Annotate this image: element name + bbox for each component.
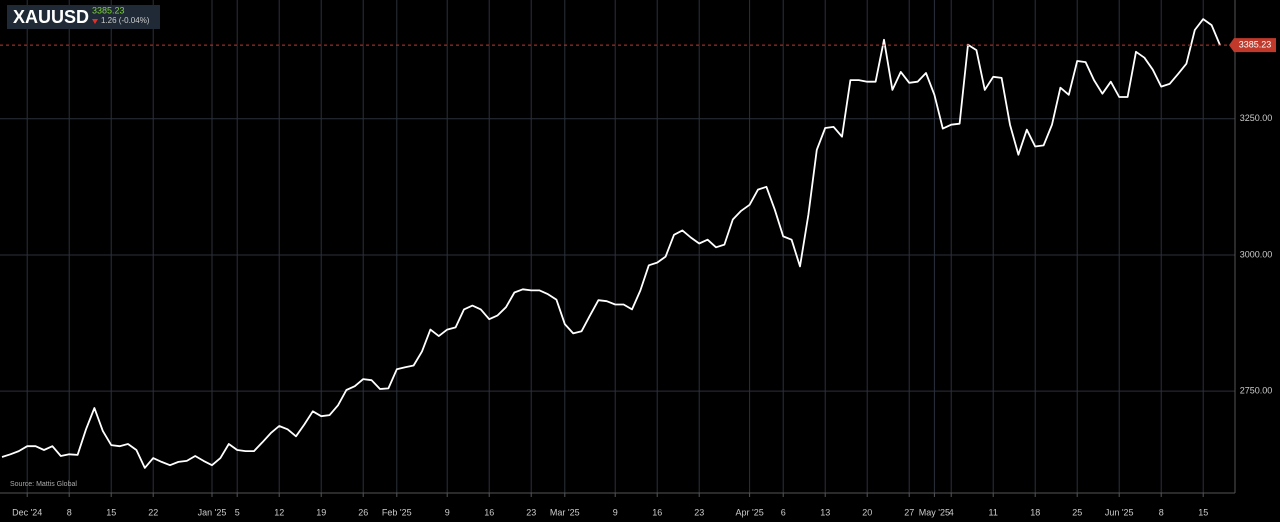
x-tick-label: Dec '24 xyxy=(12,507,42,517)
x-tick-label: 15 xyxy=(106,507,116,517)
source: Source: Mattis Global xyxy=(10,481,77,488)
price-line xyxy=(1,18,1221,469)
x-tick-label: 8 xyxy=(1159,507,1164,517)
last-price-label: 3385.23 xyxy=(1239,39,1272,49)
x-tick-label: 4 xyxy=(949,507,954,517)
grid xyxy=(0,0,1235,497)
plot xyxy=(1,18,1221,469)
x-tick-label: 18 xyxy=(1030,507,1040,517)
x-tick-label: Jun '25 xyxy=(1105,507,1134,517)
x-tick-label: 23 xyxy=(694,507,704,517)
x-tick-label: 19 xyxy=(316,507,326,517)
header: XAUUSD 3385.23 1.26 (-0.04%) xyxy=(7,5,160,29)
x-tick-label: 23 xyxy=(526,507,536,517)
x-tick-label: 13 xyxy=(820,507,830,517)
x-tick-label: 22 xyxy=(148,507,158,517)
symbol: XAUUSD xyxy=(13,7,89,27)
x-tick-label: 27 xyxy=(904,507,914,517)
y-tick-label: 3000.00 xyxy=(1240,249,1273,259)
y-tick-label: 2750.00 xyxy=(1240,386,1273,396)
x-tick-label: 8 xyxy=(67,507,72,517)
x-tick-label: 20 xyxy=(862,507,872,517)
down-arrow xyxy=(92,19,98,24)
x-tick-label: Jan '25 xyxy=(198,507,227,517)
x-tick-label: Apr '25 xyxy=(735,507,763,517)
x-tick-label: 5 xyxy=(235,507,240,517)
header-box xyxy=(7,5,160,29)
x-tick-label: Feb '25 xyxy=(382,507,412,517)
last-price-tag xyxy=(1229,38,1276,53)
x-tick-label: 12 xyxy=(274,507,284,517)
x-tick-label: 25 xyxy=(1072,507,1082,517)
x-tick-label: 11 xyxy=(989,507,998,517)
change: 1.26 (-0.04%) xyxy=(101,16,150,25)
x-tick-label: 15 xyxy=(1198,507,1208,517)
x-tick-label: 16 xyxy=(652,507,662,517)
x-tick-label: 9 xyxy=(445,507,450,517)
x-tick-label: 6 xyxy=(781,507,786,517)
x-tick-label: 9 xyxy=(613,507,618,517)
x-tick-label: May '25 xyxy=(919,507,950,517)
x-tick-label: 26 xyxy=(358,507,368,517)
x-tick-label: 16 xyxy=(484,507,494,517)
price: 3385.23 xyxy=(92,5,125,15)
y-tick-label: 3250.00 xyxy=(1240,113,1273,123)
x-tick-label: Mar '25 xyxy=(550,507,580,517)
